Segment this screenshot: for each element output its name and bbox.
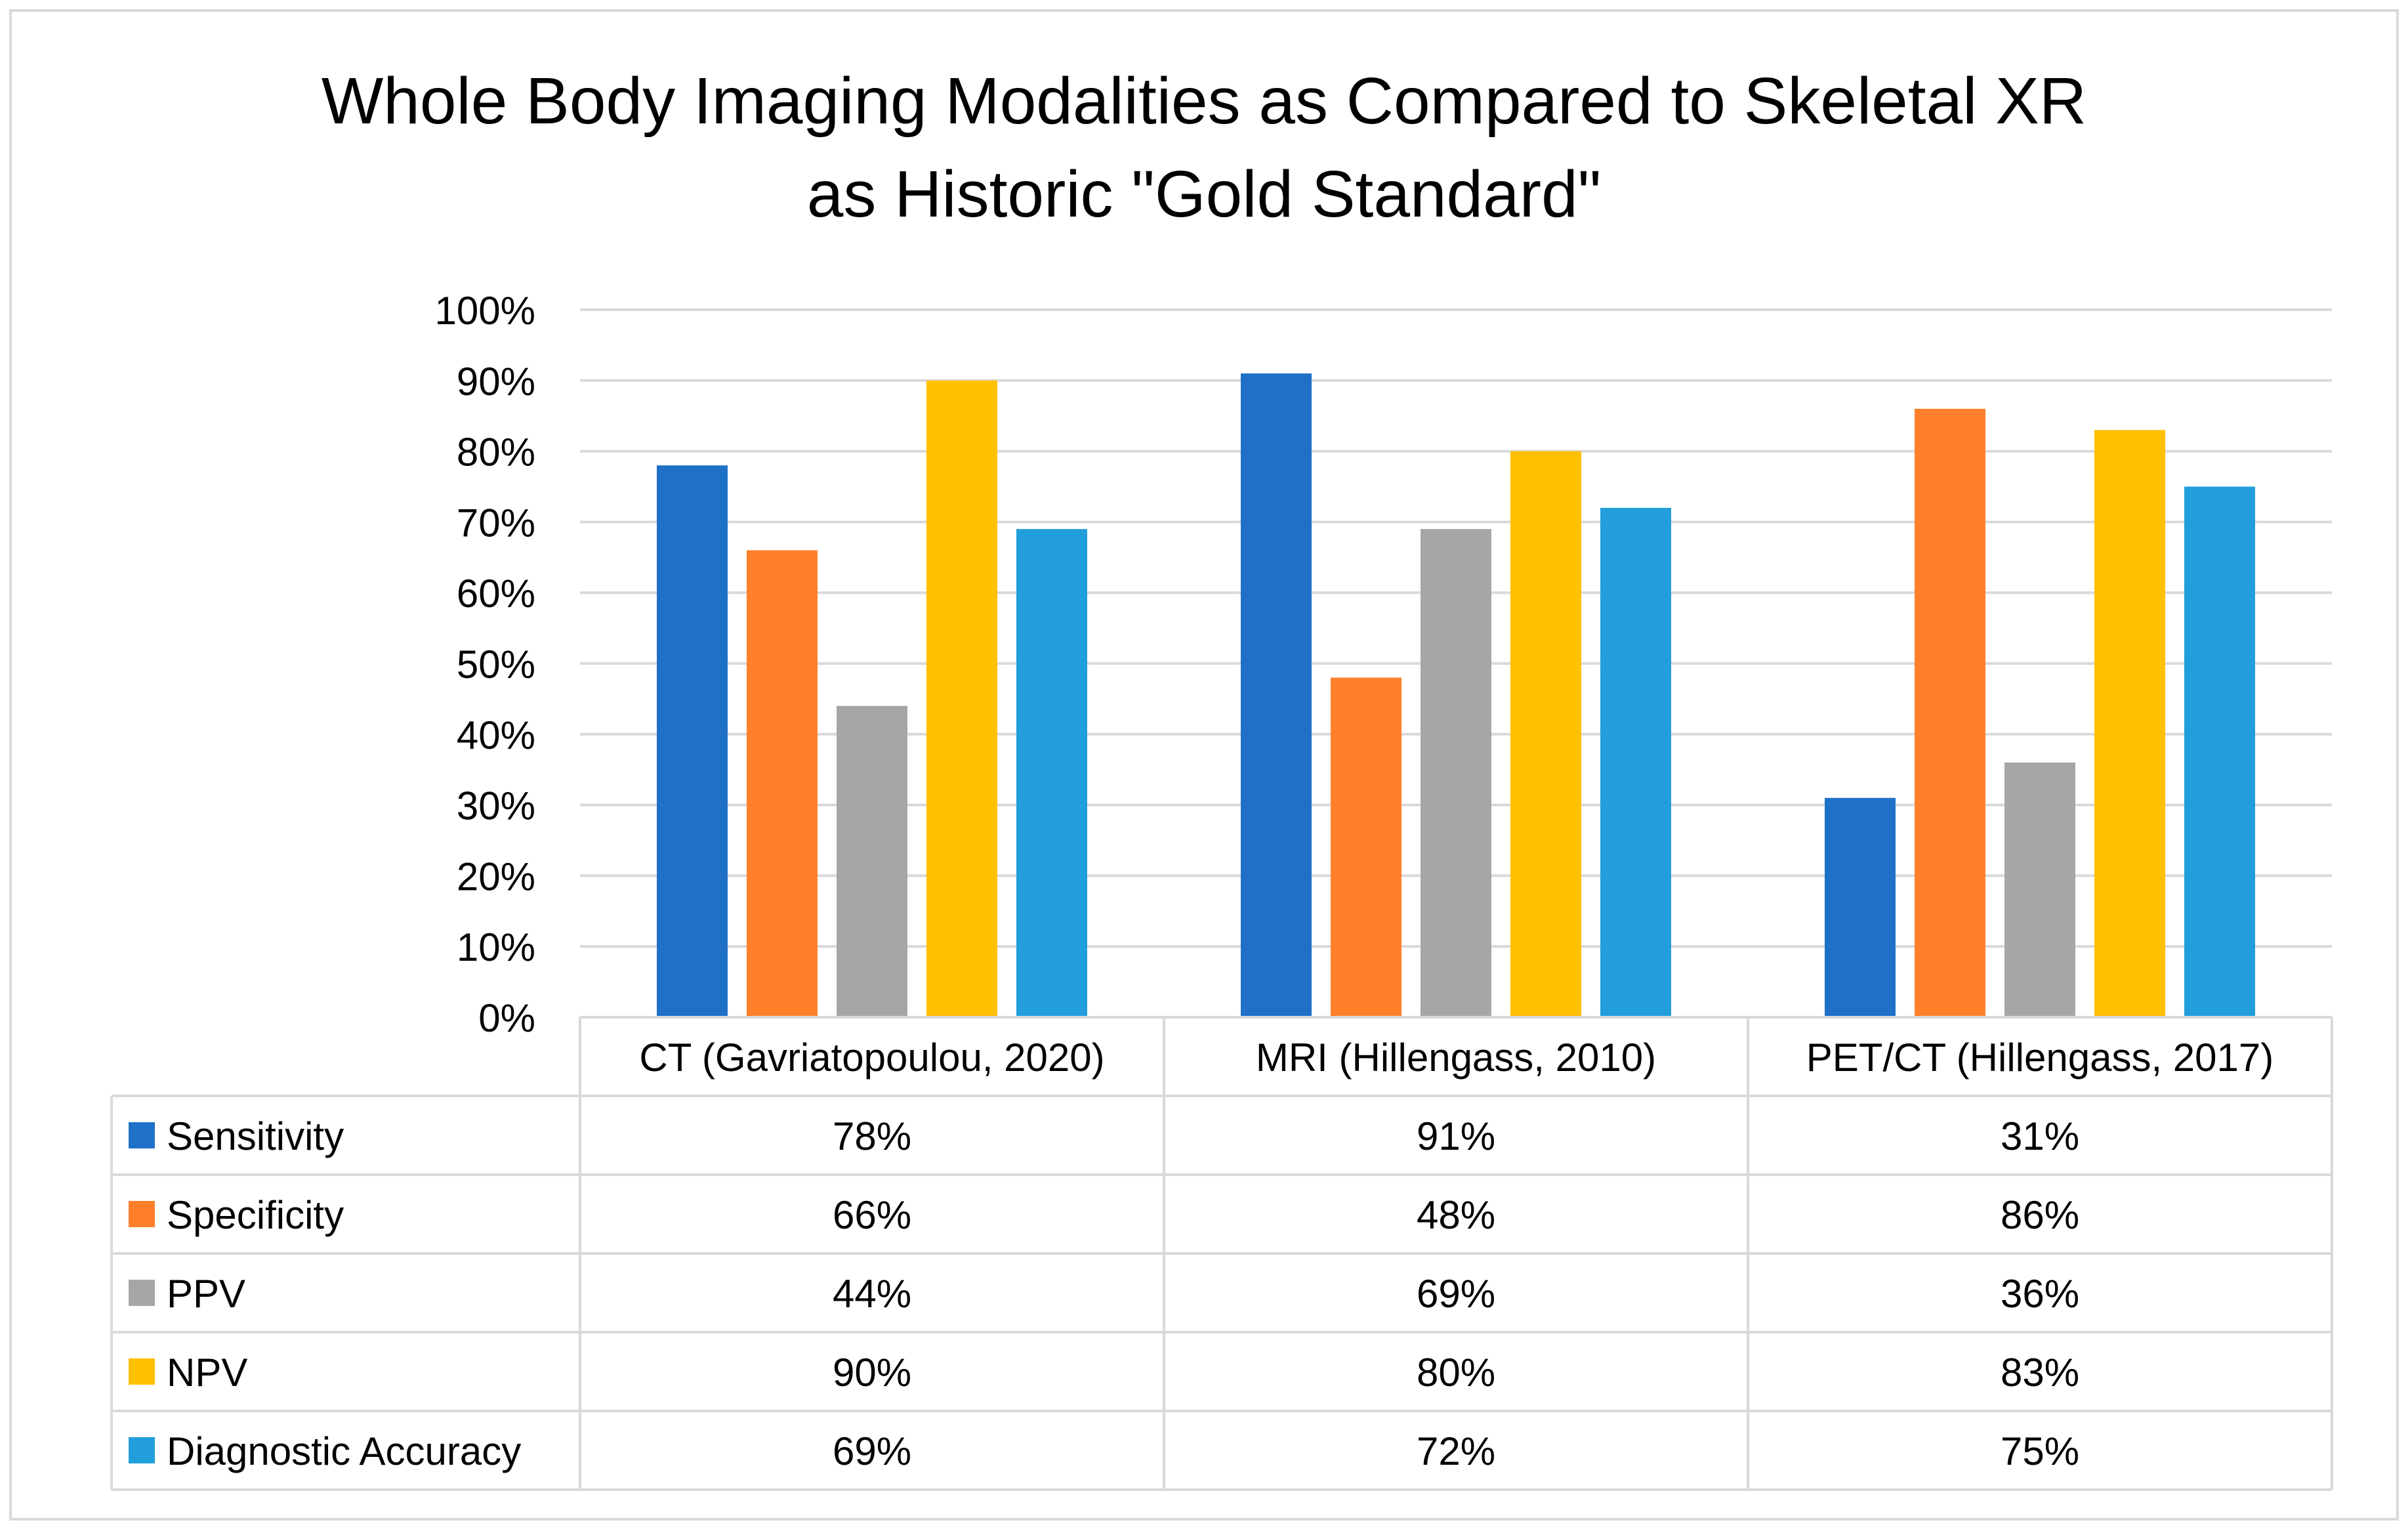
legend-key <box>129 1201 155 1227</box>
data-label: 69% <box>1417 1272 1495 1316</box>
legend-key <box>129 1358 155 1385</box>
bar-specificity <box>1915 408 1985 1017</box>
data-label: 83% <box>2001 1351 2079 1395</box>
chart-title-line-2: as Historic "Gold Standard" <box>807 158 1601 231</box>
legend-label: Sensitivity <box>167 1114 344 1158</box>
y-tick-label: 30% <box>457 784 535 828</box>
category-label: MRI (Hillengass, 2010) <box>1256 1036 1656 1080</box>
data-label: 78% <box>833 1114 911 1158</box>
bar-diagnostic-accuracy <box>1016 529 1087 1017</box>
bar-diagnostic-accuracy <box>2184 486 2255 1017</box>
category-label: CT (Gavriatopoulou, 2020) <box>639 1036 1104 1080</box>
category-label: PET/CT (Hillengass, 2017) <box>1806 1036 2274 1080</box>
y-tick-label: 100% <box>435 289 535 333</box>
data-label: 48% <box>1417 1193 1495 1237</box>
chart-title-line-1: Whole Body Imaging Modalities as Compare… <box>322 64 2086 138</box>
y-tick-label: 10% <box>457 925 535 969</box>
legend-key <box>129 1280 155 1306</box>
y-tick-label: 80% <box>457 430 535 474</box>
data-label: 90% <box>833 1351 911 1395</box>
legend-key <box>129 1437 155 1463</box>
bar-ppv <box>2004 762 2075 1017</box>
data-label: 36% <box>2001 1272 2079 1316</box>
bar-diagnostic-accuracy <box>1600 507 1671 1017</box>
data-label: 80% <box>1417 1351 1495 1395</box>
bar-sensitivity <box>1241 373 1312 1017</box>
data-table: CT (Gavriatopoulou, 2020) MRI (Hillengass… <box>110 1016 2333 1491</box>
y-tick-label: 90% <box>457 360 535 404</box>
bar-ppv <box>1421 529 1491 1017</box>
legend-label: Diagnostic Accuracy <box>167 1429 521 1473</box>
bar-npv <box>2094 430 2165 1017</box>
y-tick-label: 50% <box>457 642 535 686</box>
y-tick-label: 0% <box>478 996 535 1040</box>
data-label: 91% <box>1417 1114 1495 1158</box>
chart-frame <box>9 9 2399 1521</box>
legend-key <box>129 1122 155 1148</box>
data-label: 72% <box>1417 1429 1495 1473</box>
legend-label: Specificity <box>167 1193 344 1237</box>
bar-npv <box>1510 451 1581 1017</box>
bar-specificity <box>1331 677 1401 1017</box>
data-label: 75% <box>2001 1429 2079 1473</box>
y-tick-label: 60% <box>457 572 535 616</box>
data-label: 86% <box>2001 1193 2079 1237</box>
y-axis-tick-labels: 0% 10% 20% 30% 40% 50% 60% 70% 80% 90% 100% <box>435 289 535 1040</box>
bar-specificity <box>747 550 818 1017</box>
bar-sensitivity <box>657 465 728 1017</box>
bar-ppv <box>837 705 907 1017</box>
legend-label: NPV <box>167 1351 247 1395</box>
bar-npv <box>926 380 997 1017</box>
data-label: 66% <box>833 1193 911 1237</box>
y-tick-label: 20% <box>457 854 535 898</box>
bar-sensitivity <box>1825 797 1896 1017</box>
legend-label: PPV <box>167 1272 245 1316</box>
y-tick-label: 70% <box>457 501 535 545</box>
data-label: 44% <box>833 1272 911 1316</box>
y-tick-label: 40% <box>457 713 535 757</box>
data-label: 31% <box>2001 1114 2079 1158</box>
data-label: 69% <box>833 1429 911 1473</box>
bars <box>657 373 2255 1017</box>
